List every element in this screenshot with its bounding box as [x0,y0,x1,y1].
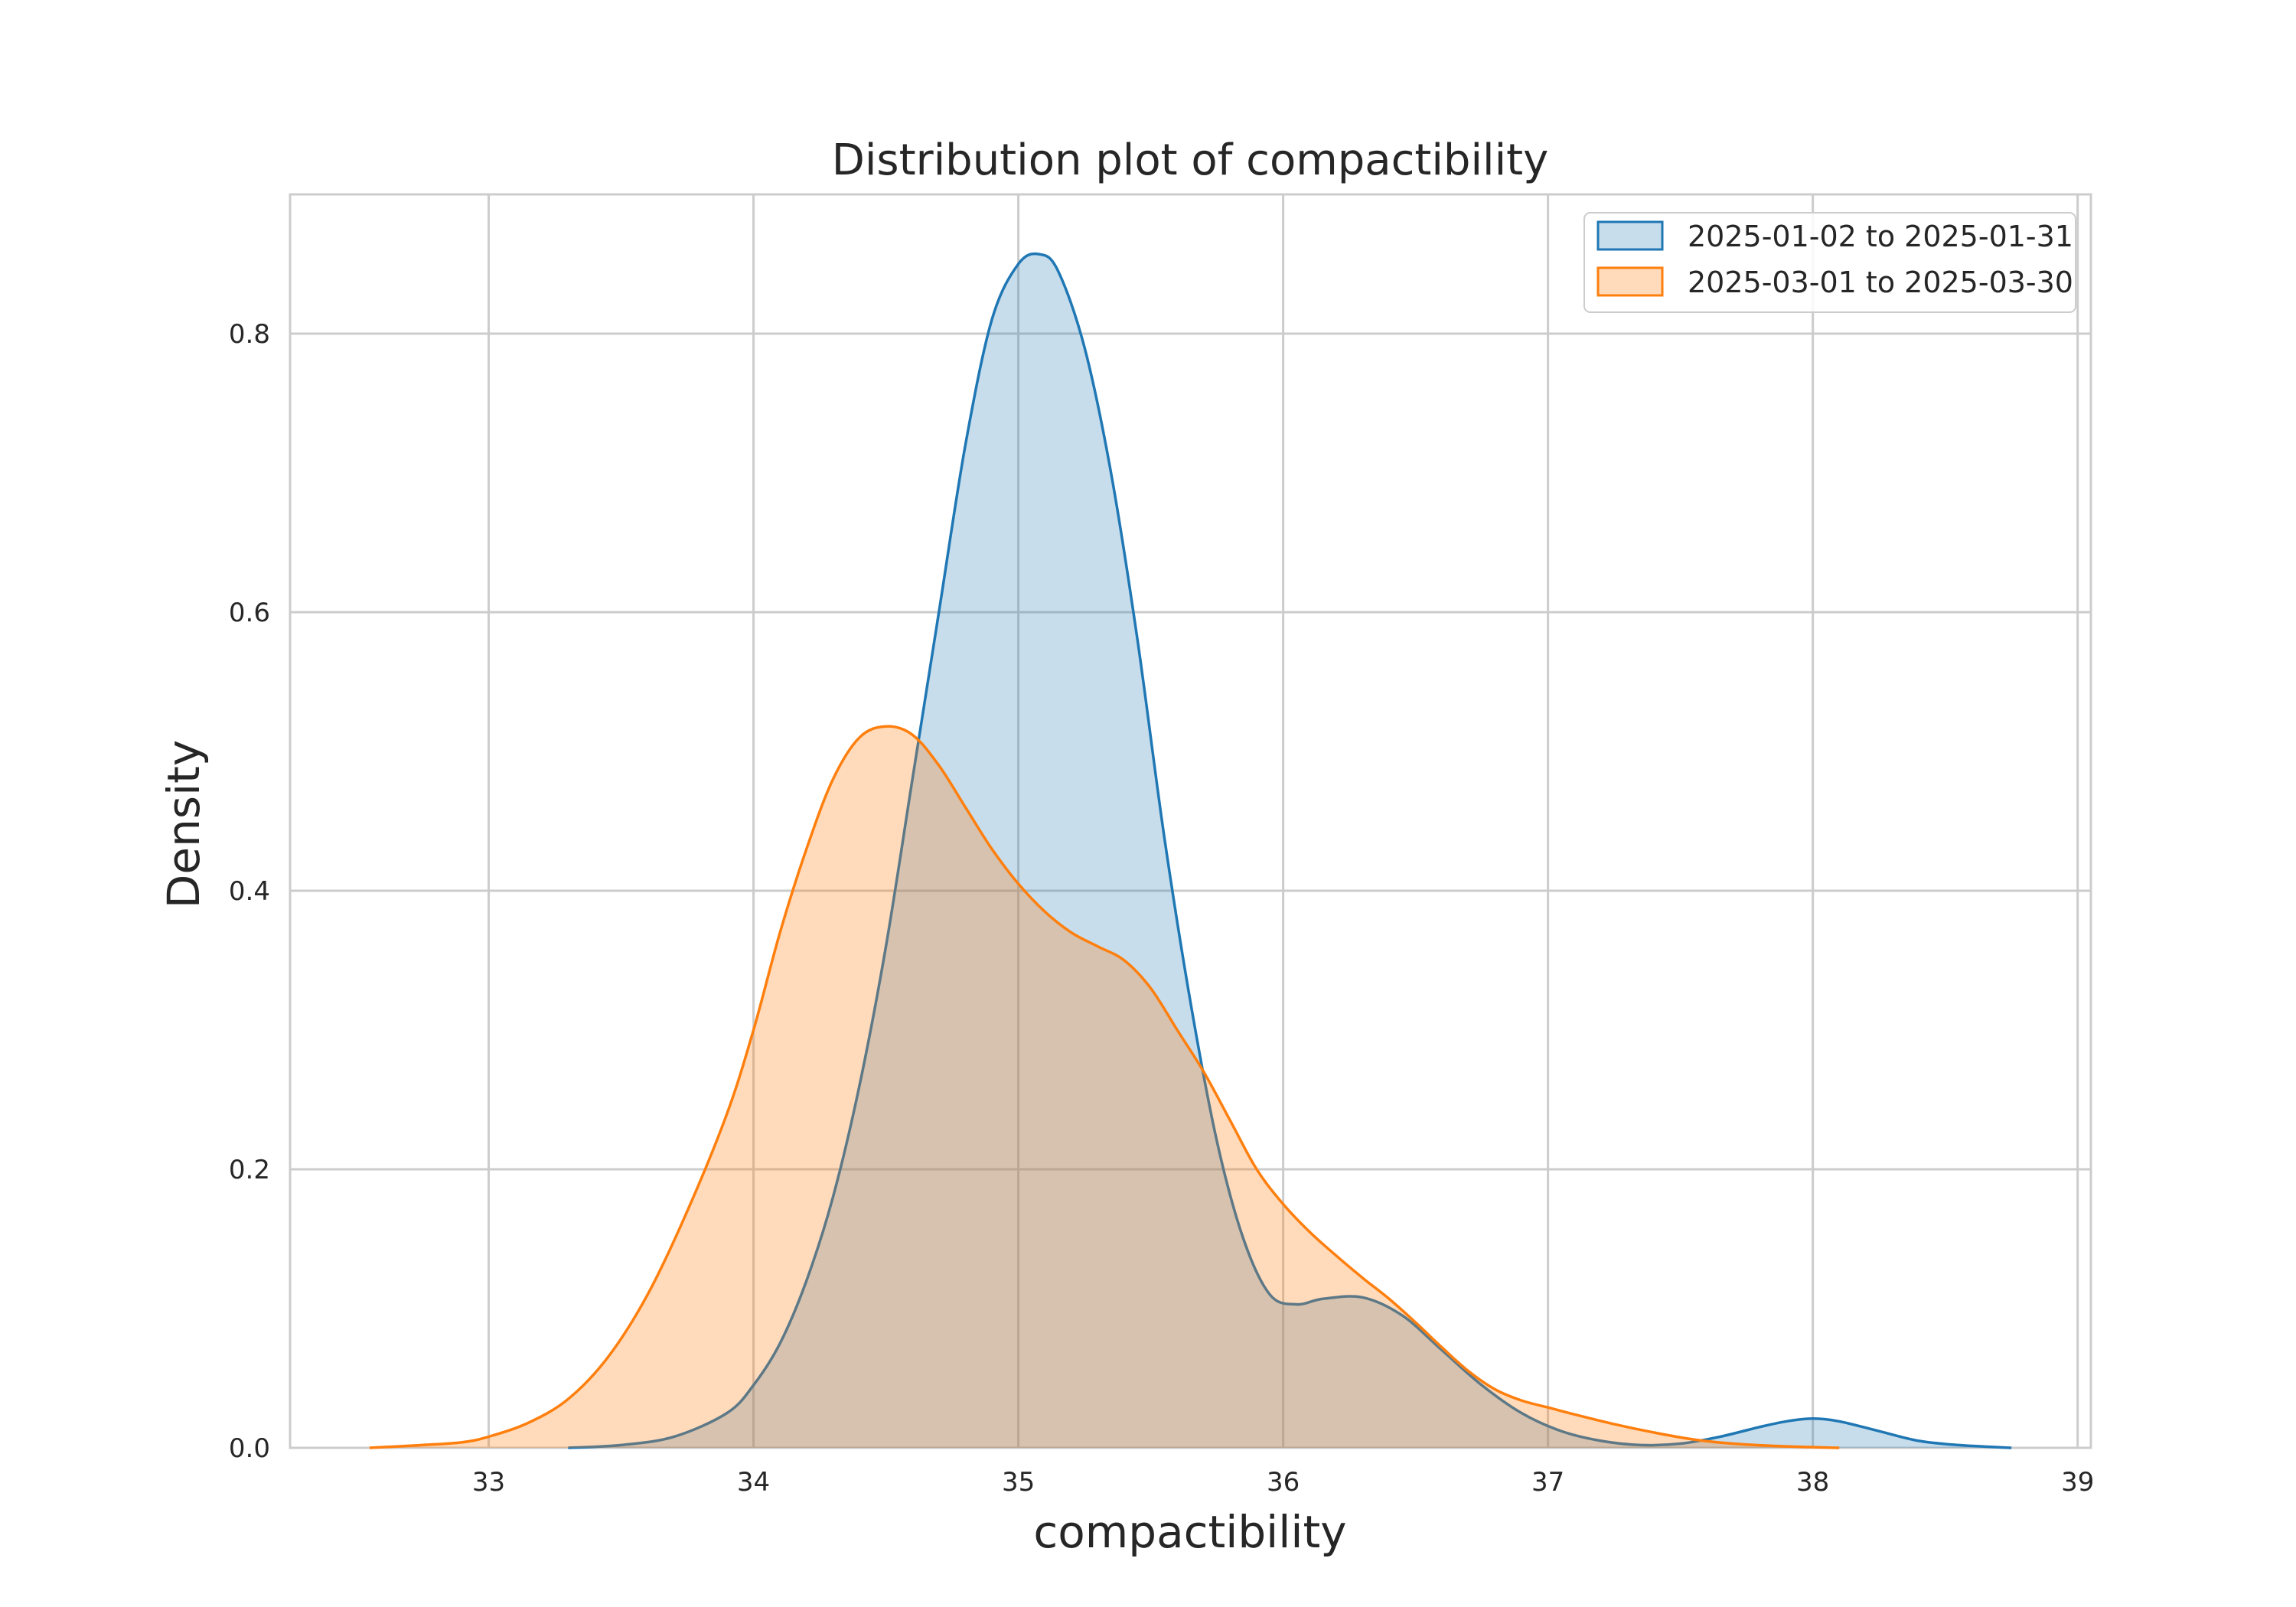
y-tick-label: 0.8 [229,319,270,350]
x-tick-label: 34 [737,1467,770,1498]
density-area-series-1 [568,253,2012,1448]
y-tick-labels: 0.0 0.2 0.4 0.6 0.8 [229,319,270,1464]
series-layer [369,252,2012,1449]
grid [290,194,2091,1449]
x-tick-label: 35 [1002,1467,1035,1498]
x-tick-labels: 33 34 35 36 37 38 39 [472,1467,2094,1498]
legend-label: 2025-03-01 to 2025-03-30 [1688,266,2073,299]
y-tick-label: 0.2 [229,1155,270,1185]
y-tick-label: 0.4 [229,876,270,907]
x-tick-label: 39 [2061,1467,2094,1498]
legend-swatch [1596,220,1664,251]
x-tick-label: 33 [472,1467,505,1498]
x-tick-label: 38 [1796,1467,1829,1498]
density-area-series-2 [369,726,1840,1448]
legend-label: 2025-01-02 to 2025-01-31 [1688,220,2073,253]
legend-swatch [1596,266,1664,297]
density-line-series-2 [369,725,1840,1449]
x-axis-label: compactibility [1033,1506,1346,1558]
legend: 2025-01-02 to 2025-01-31 2025-03-01 to 2… [1583,212,2076,313]
y-axis-label: Density [158,740,210,909]
plot-frame [289,193,2092,1449]
y-tick-label: 0.6 [229,598,270,628]
density-line-series-1 [568,252,2012,1449]
chart-title: Distribution plot of compactibility [832,135,1549,185]
x-tick-label: 37 [1531,1467,1564,1498]
legend-box [1583,212,2076,313]
y-tick-label: 0.0 [229,1433,270,1464]
x-tick-label: 36 [1267,1467,1300,1498]
